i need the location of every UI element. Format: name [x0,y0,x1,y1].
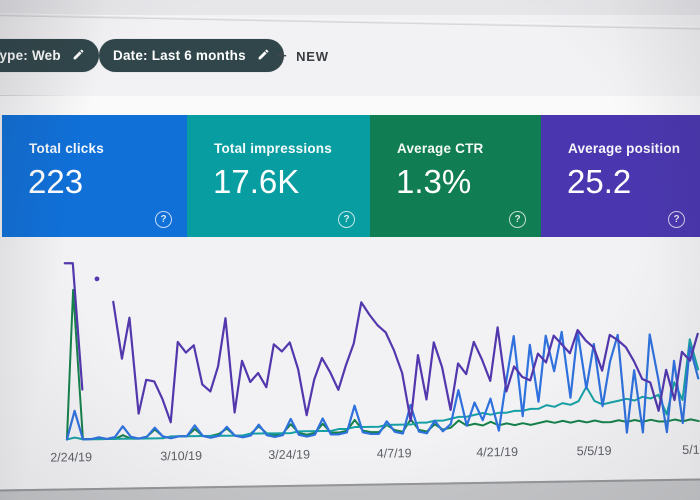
x-tick-label: 5/5/19 [576,443,612,459]
help-icon[interactable]: ? [509,211,526,228]
white-strip [0,96,700,115]
plus-icon: + [276,45,288,67]
series-line-impressions [65,338,700,441]
edit-pencil-icon[interactable] [72,48,85,64]
screen-bottom-bezel [0,478,700,500]
edit-pencil-icon[interactable] [257,48,270,64]
card-average-position[interactable]: Average position 25.2 ? [541,115,700,237]
x-tick-label: 4/21/19 [476,444,519,460]
filter-chip-label: Date: Last 6 months [113,48,246,63]
card-value: 25.2 [567,163,632,200]
isolated-data-point-position [94,276,100,282]
card-total-clicks[interactable]: Total clicks 223 ? [2,115,187,237]
help-icon[interactable]: ? [338,211,355,228]
performance-chart [63,262,700,441]
performance-chart-block: 2/24/19 3/10/19 3/24/19 4/7/19 4/21/19 5/5/19… [0,242,700,481]
card-label: Total clicks [29,141,104,156]
help-icon[interactable]: ? [155,211,172,228]
card-label: Average position [568,141,681,156]
series-line-clicks [65,330,700,441]
card-value: 223 [28,163,84,200]
card-label: Average CTR [397,141,484,156]
screen-top-band [0,0,700,15]
new-filter-button[interactable]: + NEW [276,41,329,71]
card-average-ctr[interactable]: Average CTR 1.3% ? [370,115,541,237]
x-tick-label: 4/7/19 [376,446,412,461]
filter-chip-date-range[interactable]: Date: Last 6 months [99,39,284,72]
card-label: Total impressions [214,141,332,156]
card-total-impressions[interactable]: Total impressions 17.6K ? [187,115,370,237]
x-tick-label: 3/10/19 [160,448,203,464]
x-tick-label: 3/24/19 [268,447,311,463]
filter-chip-search-type[interactable]: Type: Web [0,39,99,72]
new-filter-label: NEW [296,48,329,64]
x-tick-label: 5/19/19 [682,442,700,457]
screen-glare-line [0,13,700,30]
series-line-position [63,262,699,424]
card-value: 1.3% [396,163,472,200]
help-icon[interactable]: ? [668,211,685,228]
metric-cards-row: Total clicks 223 ? Total impressions 17.… [2,115,700,237]
card-value: 17.6K [213,163,300,200]
filter-chip-label: Type: Web [0,48,61,63]
x-tick-label: 2/24/19 [50,450,93,465]
